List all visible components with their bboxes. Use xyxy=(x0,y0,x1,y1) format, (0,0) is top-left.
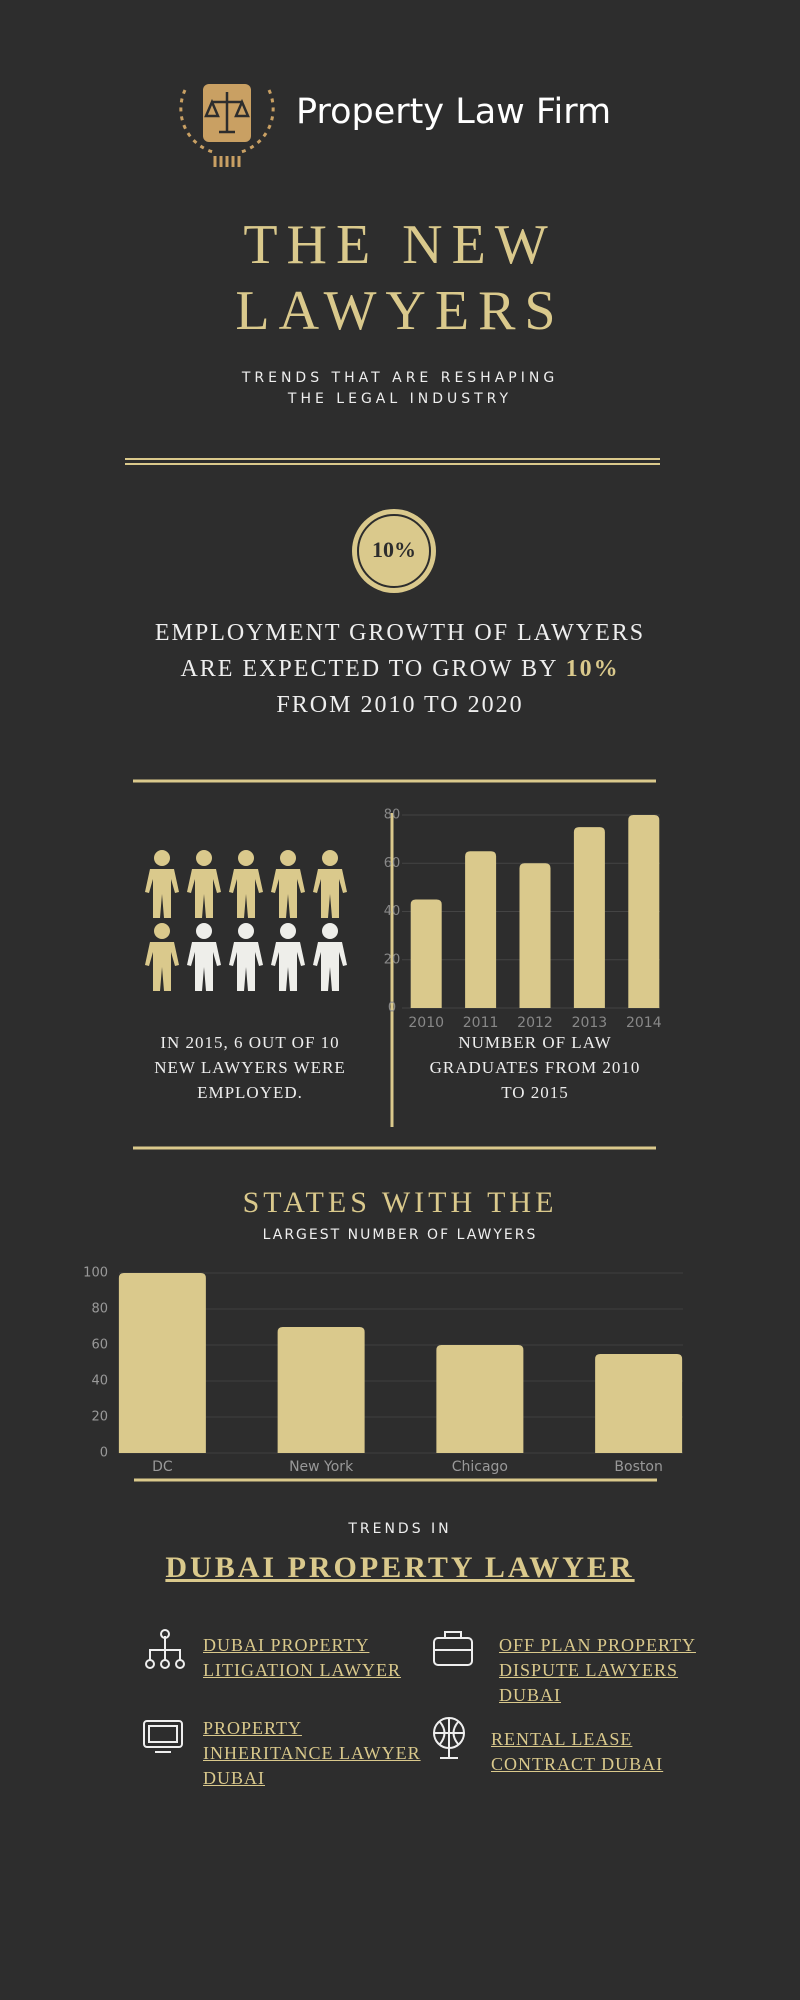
y-tick-label: 40 xyxy=(384,904,401,919)
person-head xyxy=(280,923,296,939)
stat-before: EMPLOYMENT GROWTH OF LAWYERS ARE EXPECTE… xyxy=(154,620,646,682)
person-body xyxy=(313,869,347,918)
chart-caption: NUMBER OF LAW GRADUATES FROM 2010 TO 201… xyxy=(429,1033,641,1102)
bar xyxy=(519,863,551,1008)
y-tick-label: 60 xyxy=(384,856,401,871)
x-tick-label: Boston xyxy=(614,1459,662,1475)
trends-label: TRENDS IN xyxy=(348,1521,452,1537)
y-tick-label: 0 xyxy=(388,1001,396,1016)
link[interactable]: RENTAL LEASE CONTRACT DUBAI xyxy=(491,1729,664,1774)
x-tick-label: DC xyxy=(152,1459,173,1475)
x-tick-label: 2013 xyxy=(572,1015,608,1031)
y-tick-label: 80 xyxy=(384,808,401,823)
badge-text: 10% xyxy=(372,537,416,562)
bar xyxy=(465,851,497,1008)
y-tick-label: 0 xyxy=(100,1446,108,1461)
x-tick-label: 2012 xyxy=(517,1015,553,1031)
y-tick-label: 40 xyxy=(91,1374,108,1389)
x-tick-label: 2011 xyxy=(463,1015,499,1031)
person-body xyxy=(187,942,221,991)
subtitle: TRENDS THAT ARE RESHAPING THE LEGAL INDU… xyxy=(241,370,559,407)
stat-highlight: 10% xyxy=(565,656,620,682)
bar xyxy=(118,1273,206,1453)
person-icon xyxy=(187,923,221,991)
person-head xyxy=(322,923,338,939)
person-icon xyxy=(313,923,347,991)
link-icons xyxy=(143,1629,473,1759)
person-body xyxy=(187,869,221,918)
person-head xyxy=(154,850,170,866)
y-tick-label: 20 xyxy=(384,952,401,967)
bar xyxy=(277,1327,365,1453)
stat-text: EMPLOYMENT GROWTH OF LAWYERS ARE EXPECTE… xyxy=(140,615,660,723)
x-tick-label: 2010 xyxy=(408,1015,444,1031)
person-body xyxy=(229,942,263,991)
person-body xyxy=(145,942,179,991)
person-head xyxy=(196,850,212,866)
stat-after: FROM 2010 TO 2020 xyxy=(276,692,524,718)
person-icon xyxy=(229,850,263,918)
y-tick-label: 20 xyxy=(91,1410,108,1425)
bar xyxy=(436,1345,524,1453)
badge-ring xyxy=(357,514,431,588)
person-body xyxy=(271,869,305,918)
person-body xyxy=(313,942,347,991)
person-icon xyxy=(145,923,179,991)
person-body xyxy=(271,942,305,991)
x-tick-label: 2014 xyxy=(626,1015,662,1031)
person-icon xyxy=(313,850,347,918)
person-head xyxy=(238,850,254,866)
person-head xyxy=(322,850,338,866)
person-body xyxy=(145,869,179,918)
y-tick-label: 80 xyxy=(91,1302,108,1317)
divider xyxy=(125,458,660,1482)
y-tick-label: 100 xyxy=(83,1266,108,1281)
badge xyxy=(352,509,436,593)
person-icon xyxy=(187,850,221,918)
chart-title: STATES WITH THE xyxy=(242,1186,558,1219)
bar xyxy=(573,827,605,1008)
person-head xyxy=(280,850,296,866)
person-icon xyxy=(271,923,305,991)
bar xyxy=(595,1354,683,1453)
link[interactable]: DUBAI PROPERTY LITIGATION LAWYER xyxy=(203,1635,402,1680)
person-head xyxy=(154,923,170,939)
person-icon xyxy=(145,850,179,918)
person-icon xyxy=(271,850,305,918)
x-tick-label: Chicago xyxy=(452,1459,508,1475)
person-head xyxy=(196,923,212,939)
brand: Property Law Firm xyxy=(296,92,612,132)
chart-subtitle: LARGEST NUMBER OF LAWYERS xyxy=(262,1227,538,1243)
title: THE NEW LAWYERS xyxy=(235,214,565,342)
logo xyxy=(179,84,275,167)
x-tick-label: New York xyxy=(289,1459,354,1475)
link[interactable]: OFF PLAN PROPERTY DISPUTE LAWYERS DUBAI xyxy=(499,1635,696,1705)
people-caption: IN 2015, 6 OUT OF 10 NEW LAWYERS WERE EM… xyxy=(154,1033,346,1102)
person-icon xyxy=(229,923,263,991)
person-body xyxy=(229,869,263,918)
person-head xyxy=(238,923,254,939)
y-tick-label: 60 xyxy=(91,1338,108,1353)
bar xyxy=(410,899,442,1008)
trends-title: DUBAI PROPERTY LAWYER xyxy=(165,1551,635,1584)
bar xyxy=(628,815,660,1008)
link[interactable]: PROPERTY INHERITANCE LAWYER DUBAI xyxy=(203,1718,421,1788)
